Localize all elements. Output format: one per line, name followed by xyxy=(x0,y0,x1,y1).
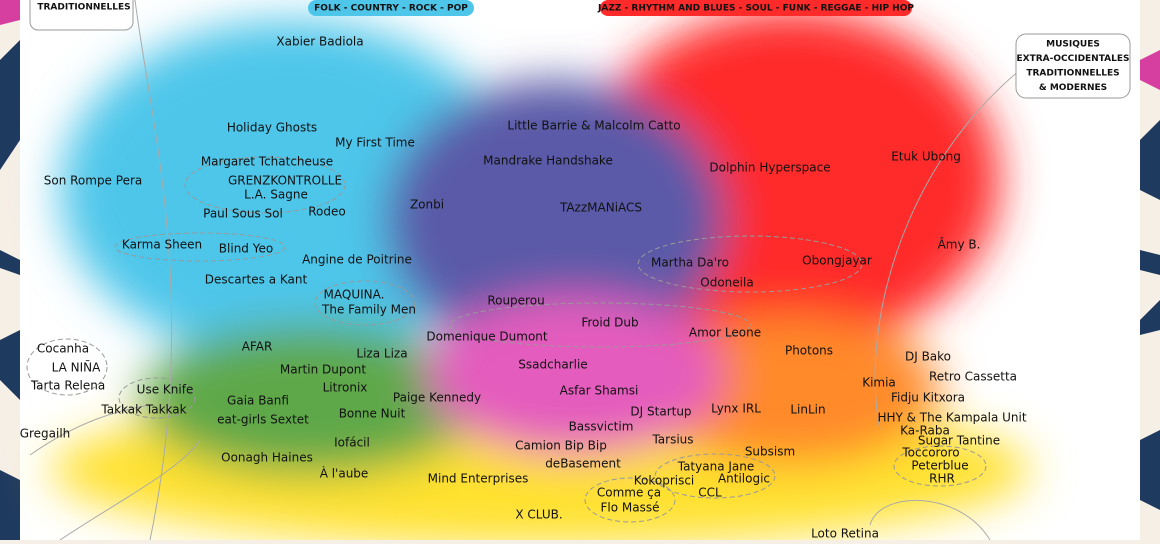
artist-name: Karma Sheen xyxy=(122,238,202,252)
artist-name: HHY & The Kampala Unit xyxy=(877,411,1026,425)
artist-name: eat-girls Sextet xyxy=(217,413,309,427)
connector-lines xyxy=(29,0,1021,541)
box xyxy=(29,0,134,31)
artist-name: Kokoprisci xyxy=(634,474,695,488)
genre-blobs xyxy=(50,10,1030,544)
artist-name: Domenique Dumont xyxy=(426,330,547,344)
artist-name: Tarsius xyxy=(651,433,693,447)
artist-name: RHR xyxy=(929,472,955,486)
artist-name: X CLUB. xyxy=(515,508,562,522)
artist-name: Comme ça xyxy=(597,486,661,500)
artist-name: Lynx IRL xyxy=(711,402,761,416)
artist-name: Gregailh xyxy=(20,427,71,441)
artist-name: Use Knife xyxy=(137,383,194,397)
artist-name: Blind Yeo xyxy=(219,242,273,256)
artist-name: L.A. Sagne xyxy=(244,188,308,202)
artist-name: Son Rompe Pera xyxy=(44,174,143,188)
artist-name: Fidju Kitxora xyxy=(891,391,965,405)
artist-name: Toccororo xyxy=(901,446,959,460)
artist-name: DJ Bako xyxy=(905,350,951,364)
artist-name: TAzzMANiACS xyxy=(559,201,642,215)
artist-name: Martin Dupont xyxy=(280,363,367,377)
box-label: TRADITIONNELLES xyxy=(37,3,130,13)
artist-name: Subsism xyxy=(745,445,795,459)
artist-name: Rodeo xyxy=(308,205,345,219)
artist-name: Odoneila xyxy=(700,276,753,290)
artist-name: Takkak Takkak xyxy=(100,403,186,417)
edge-decor xyxy=(0,40,20,540)
artist-name: Iofácil xyxy=(334,436,370,450)
pill xyxy=(600,0,912,16)
artist-name: Holiday Ghosts xyxy=(227,121,317,135)
artist-name: Retro Cassetta xyxy=(929,370,1017,384)
artist-name: Flo Massé xyxy=(601,501,660,515)
artist-name: Descartes a Kant xyxy=(205,273,308,287)
artist-name: LinLin xyxy=(790,403,825,417)
artist-name: Photons xyxy=(785,344,833,358)
artist-name: Paige Kennedy xyxy=(393,391,481,405)
artist-name: Litronix xyxy=(323,381,368,395)
box-label: & MODERNES xyxy=(1039,83,1107,93)
artist-name: MAQUINA. xyxy=(324,288,385,302)
edge-decor xyxy=(1140,120,1160,510)
artist-name: Etuk Ubong xyxy=(891,150,961,164)
artist-name: Asfar Shamsi xyxy=(560,384,639,398)
artist-name: Tarta Relena xyxy=(30,379,105,393)
group-outlines xyxy=(26,156,987,523)
artist-name: Gaia Banfi xyxy=(227,394,289,408)
artist-name: Mandrake Handshake xyxy=(483,154,613,168)
artist-name: Oonagh Haines xyxy=(221,451,313,465)
box-label: MUSIQUES xyxy=(1046,40,1100,50)
box-label: EXTRA-OCCIDENTALES xyxy=(1017,54,1130,64)
pill xyxy=(308,0,474,16)
artist-name: Xabier Badiola xyxy=(276,35,363,49)
artist-name: The Family Men xyxy=(321,303,416,317)
artist-name: DJ Startup xyxy=(630,405,691,419)
box xyxy=(1015,33,1131,99)
artist-name: Angine de Poitrine xyxy=(302,253,412,267)
artist-name: Margaret Tchatcheuse xyxy=(201,155,333,169)
artist-name: Bassvictim xyxy=(569,420,634,434)
artist-name: Little Barrie & Malcolm Catto xyxy=(507,119,680,133)
artist-name: Paul Sous Sol xyxy=(203,207,283,221)
artist-name: Bonne Nuit xyxy=(339,407,406,421)
artist-name: Tatyana Jane xyxy=(677,460,755,474)
artist-name: Mind Enterprises xyxy=(428,472,529,486)
artist-name: CCL xyxy=(698,486,722,500)
artist-name: Antilogic xyxy=(718,472,770,486)
artist-name: Martha Da'ro xyxy=(651,256,729,270)
artist-name: Âmy B. xyxy=(938,237,981,252)
artist-name: GRENZKONTROLLE xyxy=(228,174,342,188)
artist-name: deBasement xyxy=(545,457,621,471)
artist-name: Ssadcharlie xyxy=(518,358,587,372)
artist-name: LA NIÑA xyxy=(52,360,101,375)
artist-name: Ka-Raba xyxy=(900,424,950,438)
artist-name: Dolphin Hyperspace xyxy=(709,161,830,175)
box-label: TRADITIONNELLES xyxy=(1026,69,1119,79)
artist-name: Froid Dub xyxy=(581,316,638,330)
artist-name: Loto Retina xyxy=(811,527,879,541)
artist-name: Sugar Tantine xyxy=(918,434,1000,448)
artist-name: Peterblue xyxy=(911,459,968,473)
artist-name: My First Time xyxy=(335,136,415,150)
artist-name: AFAR xyxy=(242,340,273,354)
artist-name: Zonbi xyxy=(410,198,444,212)
artist-name: Kimia xyxy=(862,376,896,390)
artist-name: Amor Leone xyxy=(689,326,761,340)
artist-name: Liza Liza xyxy=(356,347,407,361)
artist-name: Camion Bip Bip xyxy=(515,439,607,453)
pill-label: JAZZ - RHYTHM AND BLUES - SOUL - FUNK - … xyxy=(597,4,914,14)
artist-name: Cocanha xyxy=(37,342,89,356)
pill-label: FOLK - COUNTRY - ROCK - POP xyxy=(314,4,468,14)
artist-name: Rouperou xyxy=(487,294,544,308)
artist-name: Obongjayar xyxy=(802,254,872,268)
artist-name: À l'aube xyxy=(320,466,369,481)
